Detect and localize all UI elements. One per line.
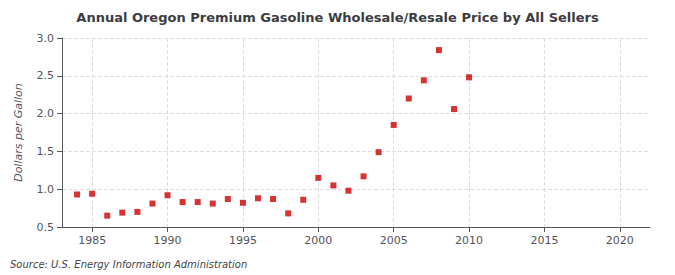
svg-text:2000: 2000 xyxy=(304,234,332,247)
svg-text:Annual Oregon Premium Gasoline: Annual Oregon Premium Gasoline Wholesale… xyxy=(76,10,599,25)
svg-text:0.5: 0.5 xyxy=(37,221,55,234)
svg-text:3.0: 3.0 xyxy=(37,32,55,45)
svg-text:2020: 2020 xyxy=(606,234,634,247)
svg-text:Dollars per Gallon: Dollars per Gallon xyxy=(12,83,25,182)
svg-text:1990: 1990 xyxy=(154,234,182,247)
svg-text:1.5: 1.5 xyxy=(37,145,55,158)
svg-text:2010: 2010 xyxy=(455,234,483,247)
svg-text:1995: 1995 xyxy=(229,234,257,247)
svg-text:2.0: 2.0 xyxy=(37,107,55,120)
svg-text:1985: 1985 xyxy=(78,234,106,247)
svg-text:2015: 2015 xyxy=(530,234,558,247)
svg-text:2005: 2005 xyxy=(380,234,408,247)
svg-text:2.5: 2.5 xyxy=(37,69,55,82)
svg-text:1.0: 1.0 xyxy=(37,183,55,196)
svg-text:Source: U.S. Energy Informatio: Source: U.S. Energy Information Administ… xyxy=(10,259,247,270)
